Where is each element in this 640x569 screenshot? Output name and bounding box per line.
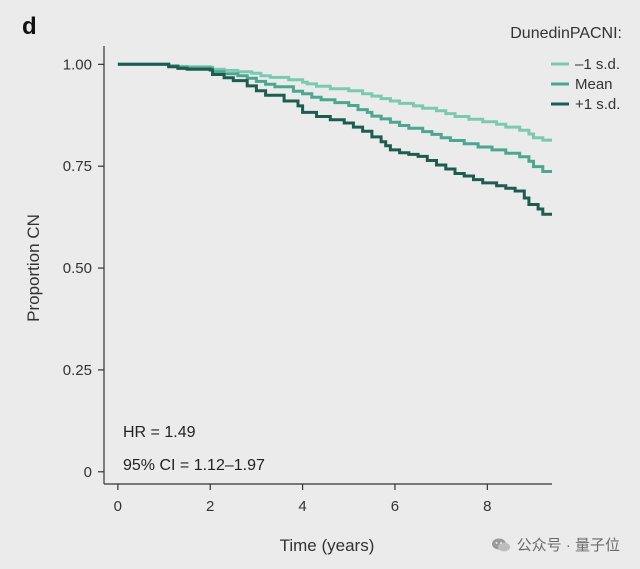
survival-curves — [117, 62, 552, 216]
y-tick-label: 0.75 — [63, 158, 92, 175]
x-tick-label: 6 — [391, 498, 399, 515]
wechat-icon — [491, 537, 511, 553]
hazard-ratio-label: HR = 1.49 — [123, 424, 196, 441]
panel-label: d — [22, 13, 37, 40]
y-tick-label: 1.00 — [63, 56, 92, 73]
legend-title: DunedinPACNI: — [510, 25, 622, 42]
x-ticks: 0 2 4 6 8 — [114, 484, 492, 515]
y-tick-label: 0.25 — [63, 362, 92, 379]
axes: 0 0.25 0.50 0.75 1.00 0 2 4 6 8 — [63, 46, 552, 515]
survival-curve-series-1 — [117, 62, 552, 142]
y-tick-label: 0 — [84, 464, 92, 481]
x-tick-label: 8 — [483, 498, 491, 515]
legend-label: +1 s.d. — [575, 96, 620, 113]
x-tick-label: 2 — [206, 498, 214, 515]
y-axis-title: Proportion CN — [24, 214, 43, 322]
confidence-interval-label: 95% CI = 1.12–1.97 — [123, 457, 265, 474]
y-ticks: 0 0.25 0.50 0.75 1.00 — [63, 56, 104, 481]
survival-curve-series-3 — [117, 62, 552, 216]
x-tick-label: 4 — [298, 498, 306, 515]
x-axis-title: Time (years) — [280, 536, 375, 555]
survival-curve-series-2 — [117, 62, 552, 173]
legend-label: –1 s.d. — [575, 56, 620, 73]
legend: DunedinPACNI: –1 s.d. Mean +1 s.d. — [510, 25, 622, 113]
legend-label: Mean — [575, 76, 613, 93]
x-tick-label: 0 — [114, 498, 122, 515]
watermark: 公众号 · 量子位 — [491, 534, 620, 555]
y-tick-label: 0.50 — [63, 260, 92, 277]
watermark-text: 公众号 · 量子位 — [516, 537, 620, 554]
